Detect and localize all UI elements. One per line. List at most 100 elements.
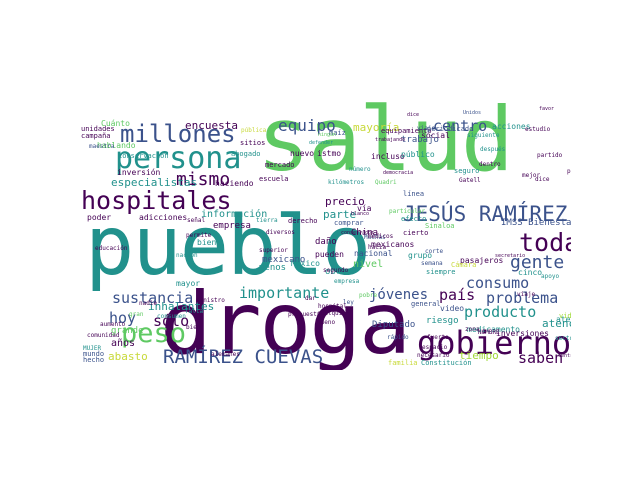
word: nivel [353,259,384,270]
word: Diputado [372,320,416,330]
word: campaña [81,132,111,140]
word: toda [519,228,571,257]
word: mejor [522,172,541,179]
word: tiempo [459,349,499,362]
word: cinco [518,268,543,277]
word: mexicano [262,255,306,265]
word: saben [518,349,564,367]
word: permite [186,232,212,239]
word: señal [187,217,206,224]
word: defender [309,140,334,146]
word: encuesta [185,119,238,132]
word: diversos [266,229,295,236]
word: sitios [240,139,266,147]
word: comprar [334,219,364,227]
word: parte [323,208,357,221]
word: problema [486,289,559,307]
word: maestra [89,143,115,150]
word: JESÚS RAMÍREZ [403,202,568,226]
word: abogado [231,150,261,158]
word: producto [464,303,537,321]
word: salud [257,98,514,191]
word: general [411,300,441,308]
word: pública [241,127,267,134]
word: blanco [351,211,370,217]
word: vía [357,204,372,213]
word: nación [176,252,198,259]
word: MUJER [83,345,102,352]
word: nacional [354,249,393,258]
word: falta [185,308,204,315]
word: Constitución [421,359,472,367]
word: siguiente [467,132,500,139]
word: viaje [417,125,436,132]
word: istmo [317,149,342,158]
word: bien [197,238,217,247]
word: acciones [492,122,531,131]
word: democracia [383,170,414,176]
word: cierto [403,229,429,237]
word: equipamiento [381,127,432,135]
word: mundo [83,350,105,358]
word: periodicado [427,125,474,133]
word: empresa [213,221,251,231]
word: Gatell [459,177,481,184]
word: nuevo [290,149,315,158]
word: comunidad [87,332,120,339]
word: seguro [454,167,480,175]
word: bien [186,324,201,331]
word: mayoría [353,121,400,134]
word: segundo [323,267,349,274]
word: mayor [176,279,201,288]
word: estudio [525,126,551,133]
word: Muchas [364,234,386,241]
word: inversión [117,168,161,177]
word: poder [87,213,112,222]
word: atención [556,315,571,324]
word: dentro [479,161,501,168]
word: Sinaloa [425,222,455,230]
word: incluso [371,152,405,161]
word: persona [115,141,242,176]
word: haciendo [215,179,254,188]
word: dice [407,112,420,118]
word: menos [259,263,287,273]
word: ley [343,299,354,306]
word: peso [121,318,187,349]
word: familia [388,359,418,367]
word: mercado [265,161,295,169]
word: centro [558,353,571,359]
word: fuerte [427,334,449,341]
word: pasajeros [460,256,504,265]
word: hospital [318,303,347,310]
word: nadie [139,300,158,307]
word: partido [537,152,563,159]
word: video [440,304,465,313]
word: kilómetros [328,179,365,186]
word: secretario [495,253,526,259]
word: maíz [329,129,346,137]
word: riesgo [426,316,459,326]
word: hecho [83,356,105,364]
word: China [351,228,379,238]
word: conservador [341,230,375,236]
word: sector [555,335,571,342]
word: daño [315,237,337,247]
word: derecho [288,217,318,225]
word: empresa [334,278,360,285]
word: unidades [81,125,115,133]
word: trabajando [375,137,406,143]
word: social [421,131,450,140]
word: conservación [118,152,169,160]
word: equipo [278,116,336,135]
word: rápido [387,334,409,341]
word: siempre [426,268,456,276]
word: Quadri [375,179,397,186]
word: escuela [259,175,289,183]
word: inversiones [496,329,549,338]
word: política [567,168,571,175]
word: obra [325,267,347,277]
word: mexicanos [371,240,415,249]
word: hablando [97,141,136,150]
word: especialistas [111,176,198,189]
